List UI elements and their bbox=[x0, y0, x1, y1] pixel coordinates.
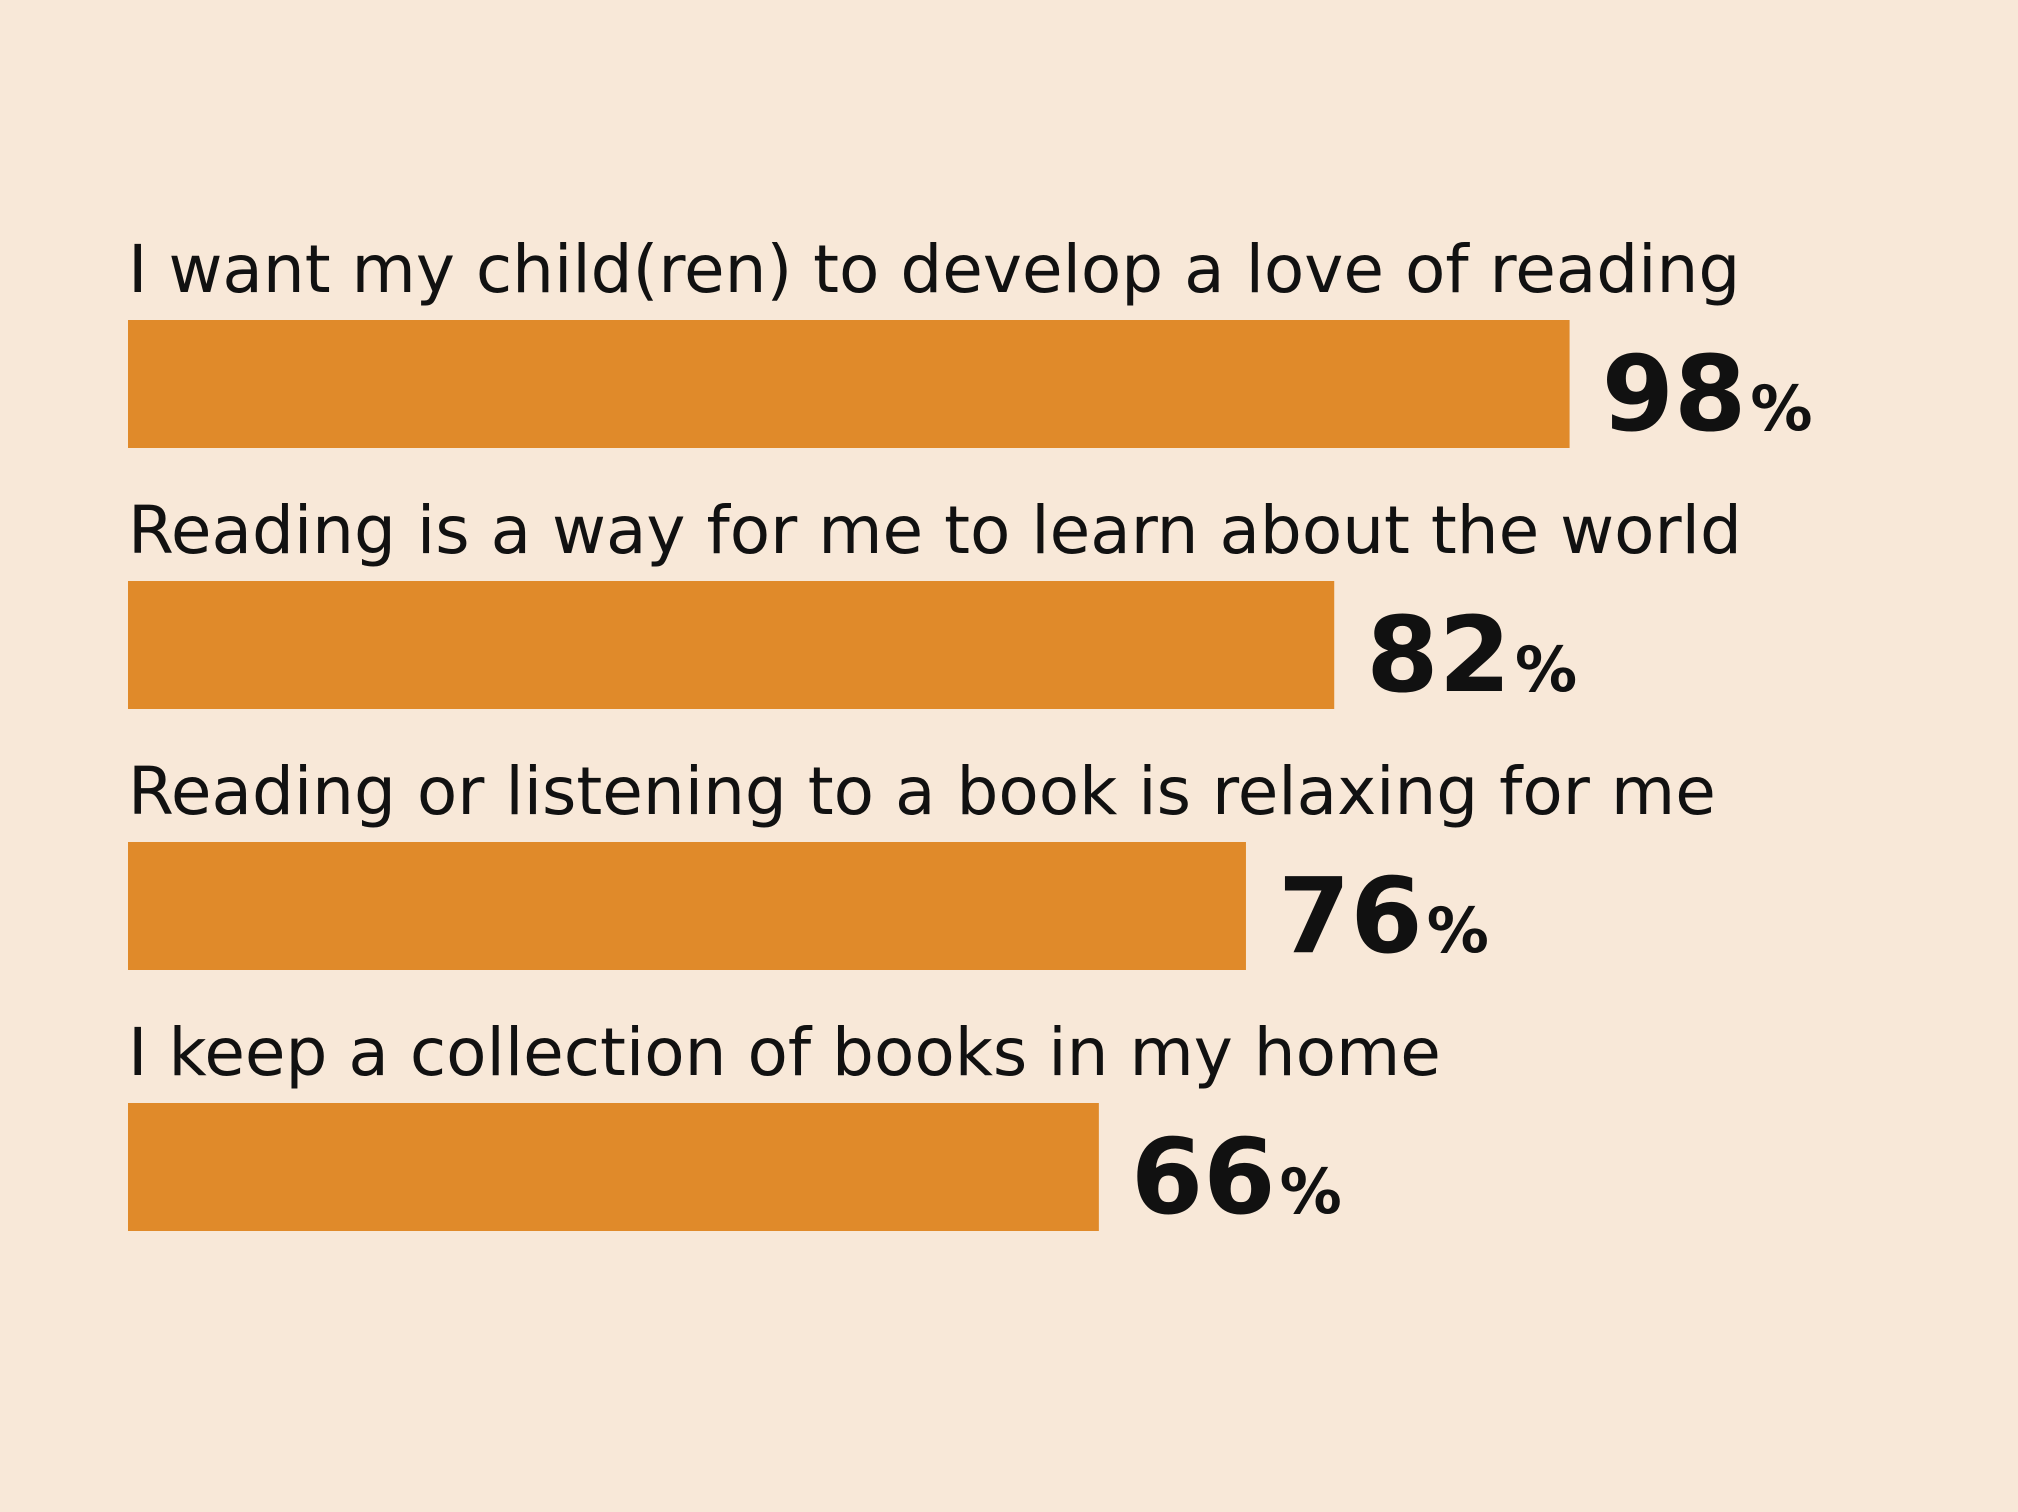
data-label: 82% bbox=[1366, 594, 1577, 716]
data-label-unit: % bbox=[1427, 894, 1489, 967]
bar bbox=[128, 581, 1335, 709]
bar bbox=[128, 320, 1570, 448]
data-label-unit: % bbox=[1280, 1155, 1342, 1228]
bar bbox=[128, 842, 1246, 970]
data-label: 76% bbox=[1278, 855, 1489, 977]
data-label-value: 82 bbox=[1366, 594, 1511, 716]
data-label-unit: % bbox=[1515, 633, 1577, 706]
category-label: Reading is a way for me to learn about t… bbox=[128, 492, 1742, 569]
bar bbox=[128, 1103, 1099, 1231]
data-label: 98% bbox=[1602, 333, 1813, 455]
data-label: 66% bbox=[1131, 1116, 1342, 1238]
category-label: I want my child(ren) to develop a love o… bbox=[128, 231, 1740, 308]
category-label: Reading or listening to a book is relaxi… bbox=[128, 753, 1716, 830]
data-label-value: 66 bbox=[1131, 1116, 1276, 1238]
data-label-value: 76 bbox=[1278, 855, 1423, 977]
chart-marks: I want my child(ren) to develop a love o… bbox=[128, 231, 1812, 1238]
category-label: I keep a collection of books in my home bbox=[128, 1014, 1441, 1091]
data-label-value: 98 bbox=[1602, 333, 1747, 455]
data-label-unit: % bbox=[1750, 372, 1812, 445]
